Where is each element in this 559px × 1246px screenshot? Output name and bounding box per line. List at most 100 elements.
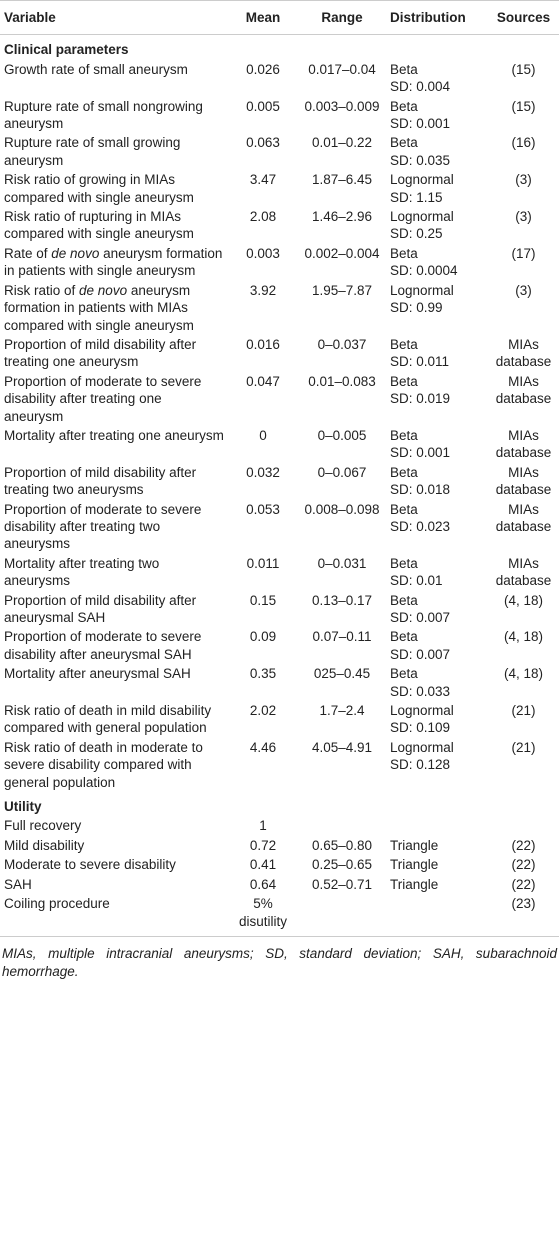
- distribution-line: Beta: [390, 629, 418, 645]
- data-row: Moderate to severe disability 0.41 0.25–0.…: [0, 855, 559, 874]
- mean-cell: 0.026: [246, 61, 280, 77]
- distribution-line: SD: 0.0004: [390, 263, 458, 279]
- mean-cell: 1: [259, 818, 267, 834]
- distribution-line: SD: 0.011: [390, 354, 450, 370]
- range-cell: 1.87–6.45: [311, 172, 373, 188]
- distribution-line: SD: 0.019: [390, 391, 451, 407]
- mean-cell: 4.46: [249, 739, 277, 755]
- range-cell: 0.01–0.083: [308, 373, 376, 389]
- distribution-cell: Lognormal SD: 0.99: [386, 281, 488, 335]
- distribution-line: Triangle: [390, 857, 439, 873]
- data-row: SAH 0.64 0.52–0.71 Triangle (22): [0, 875, 559, 894]
- distribution-line: Triangle: [390, 837, 439, 853]
- variable-cell: SAH: [4, 876, 32, 892]
- sources-cell: (21): [511, 739, 536, 755]
- range-cell: 1.46–2.96: [311, 209, 373, 225]
- sources-cell: (22): [511, 876, 536, 892]
- distribution-line: Lognormal: [390, 703, 454, 719]
- sources-cell: (22): [511, 857, 536, 873]
- distribution-cell: Beta SD: 0.035: [386, 133, 488, 170]
- data-row: Proportion of moderate to severe disabil…: [0, 500, 559, 554]
- sources-cell: (4, 18): [503, 592, 544, 608]
- distribution-line: SD: 0.023: [390, 518, 451, 534]
- sources-cell: MIAs database: [495, 501, 552, 534]
- distribution-line: Beta: [390, 98, 418, 114]
- distribution-cell: [386, 816, 488, 835]
- variable-cell: Mortality after treating one aneurysm: [4, 427, 224, 443]
- distribution-line: SD: 0.018: [390, 482, 451, 498]
- mean-cell: 0.032: [246, 464, 280, 480]
- data-row: Risk ratio of death in moderate to sever…: [0, 738, 559, 792]
- variable-cell: Risk ratio of growing in MIAs compared w…: [4, 172, 194, 205]
- sources-cell: (15): [511, 98, 536, 114]
- data-row: Risk ratio of de novo aneurysm formation…: [0, 281, 559, 335]
- sources-cell: (15): [511, 61, 536, 77]
- range-cell: 0.017–0.04: [308, 61, 376, 77]
- data-row: Mortality after treating two aneurysms 0.…: [0, 554, 559, 591]
- distribution-cell: Beta SD: 0.01: [386, 554, 488, 591]
- variable-cell: Proportion of mild disability after aneu…: [4, 592, 197, 625]
- sources-cell: MIAs database: [495, 373, 552, 407]
- sources-cell: MIAs database: [495, 336, 552, 370]
- sources-cell: (3): [515, 172, 532, 188]
- footnote: MIAs, multiple intracranial aneurysms; S…: [2, 945, 557, 979]
- distribution-line: Beta: [390, 61, 418, 77]
- distribution-cell: Beta SD: 0.004: [386, 60, 488, 97]
- range-cell: 0–0.067: [317, 464, 367, 480]
- variable-cell: Rupture rate of small growing aneurysm: [4, 135, 181, 168]
- range-cell: 1.7–2.4: [319, 703, 365, 719]
- data-row: Proportion of moderate to severe disabil…: [0, 372, 559, 426]
- variable-cell: Mortality after aneurysmal SAH: [4, 666, 191, 682]
- distribution-line: SD: 0.01: [390, 573, 443, 589]
- distribution-line: Beta: [390, 373, 418, 389]
- distribution-line: Beta: [390, 336, 418, 352]
- data-row: Rate of de novo aneurysm formation in pa…: [0, 244, 559, 281]
- distribution-line: SD: 0.035: [390, 152, 451, 168]
- distribution-cell: Lognormal SD: 0.128: [386, 738, 488, 792]
- distribution-line: SD: 0.128: [390, 757, 451, 773]
- distribution-line: Beta: [390, 135, 418, 151]
- sources-cell: (22): [511, 837, 536, 853]
- distribution-cell: Beta SD: 0.007: [386, 627, 488, 664]
- data-row: Risk ratio of death in mild disability c…: [0, 701, 559, 738]
- mean-cell: 0.047: [246, 373, 280, 389]
- distribution-cell: Beta SD: 0.011: [386, 335, 488, 372]
- distribution-line: SD: 0.001: [390, 445, 451, 461]
- table-body: Clinical parameters Growth rate of small …: [0, 35, 559, 937]
- section-row: Utility: [0, 792, 559, 816]
- header-cell: Mean: [228, 0, 298, 36]
- data-row: Mortality after treating one aneurysm 0 0–…: [0, 426, 559, 463]
- variable-part: aneurysm formation in patients with sing…: [4, 245, 223, 279]
- data-row: Rupture rate of small growing aneurysm 0.…: [0, 133, 559, 170]
- sources-cell: (4, 18): [503, 629, 544, 645]
- distribution-line: Beta: [390, 501, 418, 517]
- distribution-cell: Triangle: [386, 855, 488, 874]
- range-cell: 0–0.031: [317, 555, 367, 571]
- variable-cell: Risk ratio of death in moderate to sever…: [4, 739, 203, 790]
- distribution-line: SD: 0.007: [390, 610, 451, 625]
- distribution-line: SD: 0.004: [390, 79, 451, 95]
- distribution-line: Lognormal: [390, 282, 454, 298]
- data-row: Proportion of mild disability after aneu…: [0, 591, 559, 628]
- distribution-line: Beta: [390, 666, 418, 682]
- distribution-cell: [386, 894, 488, 937]
- distribution-line: SD: 0.109: [390, 720, 451, 736]
- sources-cell: (16): [511, 135, 536, 151]
- mean-cell: 0.005: [246, 98, 280, 114]
- variable-cell: Moderate to severe disability: [4, 857, 176, 873]
- sources-cell: (3): [515, 282, 532, 298]
- variable-part: Rate of: [4, 245, 52, 261]
- distribution-cell: Lognormal SD: 0.109: [386, 701, 488, 738]
- data-row: Coiling procedure 5% disutility (23): [0, 894, 559, 937]
- distribution-cell: Beta SD: 0.019: [386, 372, 488, 426]
- variable-cell: Risk ratio of rupturing in MIAs compared…: [4, 209, 194, 242]
- mean-cell: 3.47: [249, 172, 277, 188]
- distribution-cell: Beta SD: 0.0004: [386, 244, 488, 281]
- range-cell: 0.52–0.71: [311, 876, 373, 892]
- range-cell: 0.07–0.11: [312, 629, 372, 645]
- range-cell: 4.05–4.91: [311, 739, 373, 755]
- distribution-line: Beta: [390, 555, 418, 571]
- header-row: Variable Mean Range Distribution Sources: [0, 0, 559, 36]
- variable-cell: Rate of de novo aneurysm formation in pa…: [0, 244, 228, 281]
